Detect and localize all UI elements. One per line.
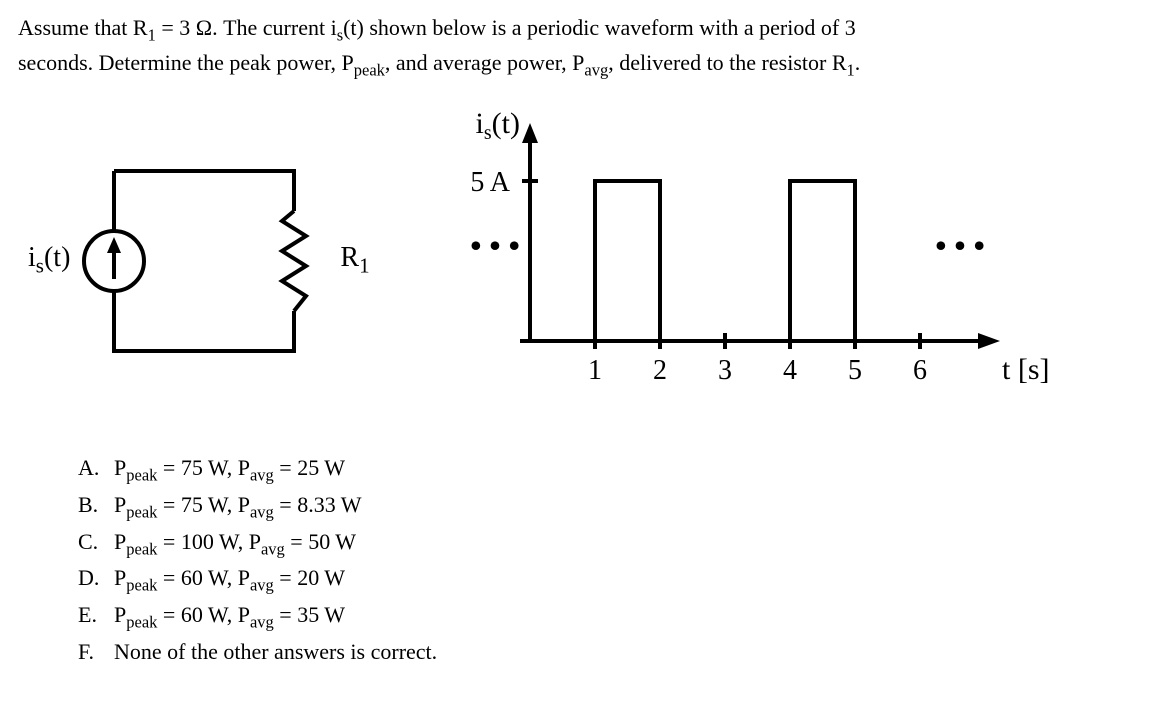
text: 1 [359,254,370,278]
text: , [227,492,238,517]
svg-text:6: 6 [913,355,927,386]
text: s [36,254,44,278]
answer-letter: D. [78,561,114,598]
text: 75 W [181,492,227,517]
text: R [340,242,359,273]
text: (t) shown below is a periodic waveform w… [343,15,856,40]
answer-e: E. Ppeak = 60 W, Pavg = 35 W [78,598,1147,635]
answer-letter: A. [78,451,114,488]
text: P [249,529,261,554]
svg-text:1: 1 [588,355,602,386]
answer-text: Ppeak = 60 W, Pavg = 20 W [114,561,345,598]
svg-text:is(t): is(t) [475,111,519,144]
text: peak [126,576,157,595]
svg-text:2: 2 [653,355,667,386]
text: 75 W [181,455,227,480]
text: peak [354,61,385,80]
answer-text: None of the other answers is correct. [114,635,437,669]
text: , [227,455,238,480]
text: (t) [44,242,70,273]
text: , and average power, P [385,50,584,75]
answer-b: B. Ppeak = 75 W, Pavg = 8.33 W [78,488,1147,525]
text: 1 [847,61,855,80]
text: = [157,492,180,517]
resistor-label: R1 [340,242,369,279]
answer-letter: B. [78,488,114,525]
answer-c: C. Ppeak = 100 W, Pavg = 50 W [78,525,1147,562]
text: = [157,455,180,480]
answer-text: Ppeak = 60 W, Pavg = 35 W [114,598,345,635]
text: = 3 Ω. The current i [156,15,337,40]
text: P [114,565,126,590]
text: P [114,455,126,480]
text: avg [250,576,274,595]
text: , [238,529,249,554]
text: avg [584,61,608,80]
text: 20 W [297,565,345,590]
answer-d: D. Ppeak = 60 W, Pavg = 20 W [78,561,1147,598]
problem-statement: Assume that R1 = 3 Ω. The current is(t) … [18,12,1147,83]
waveform-graph: is(t) 5 A • • • • • • 1 2 3 4 5 6 t [s] [430,111,1050,411]
svg-text:• • •: • • • [470,227,520,263]
answer-letter: F. [78,635,114,669]
text: P [238,565,250,590]
circuit-svg [74,141,334,381]
text: P [114,529,126,554]
text: = [274,455,297,480]
text: i [28,242,36,273]
text: avg [250,613,274,632]
answer-letter: C. [78,525,114,562]
text: P [114,602,126,627]
text: 60 W [181,602,227,627]
svg-text:5 A: 5 A [470,167,510,198]
svg-text:t [s]: t [s] [1002,353,1050,386]
text: , delivered to the resistor R [608,50,846,75]
text: 8.33 W [297,492,361,517]
text: = [285,529,308,554]
text: peak [126,539,157,558]
answer-text: Ppeak = 75 W, Pavg = 25 W [114,451,345,488]
text: . [855,50,861,75]
text: 50 W [308,529,356,554]
answer-letter: E. [78,598,114,635]
answer-f: F. None of the other answers is correct. [78,635,1147,669]
text: = [274,565,297,590]
text: peak [126,465,157,484]
graph-svg: is(t) 5 A • • • • • • 1 2 3 4 5 6 t [s] [430,111,1050,411]
answer-choices: A. Ppeak = 75 W, Pavg = 25 W B. Ppeak = … [78,451,1147,670]
text: avg [250,465,274,484]
text: 25 W [297,455,345,480]
text: 100 W [181,529,238,554]
text: , [227,565,238,590]
answer-text: Ppeak = 75 W, Pavg = 8.33 W [114,488,362,525]
text: avg [261,539,285,558]
text: P [238,492,250,517]
diagram-row: is(t) R1 [28,111,1147,411]
source-label: is(t) [28,242,70,279]
text: = [274,602,297,627]
text: 60 W [181,565,227,590]
text: = [157,602,180,627]
text: 1 [148,25,156,44]
text: seconds. Determine the peak power, P [18,50,354,75]
text: P [238,455,250,480]
text: avg [250,502,274,521]
answer-a: A. Ppeak = 75 W, Pavg = 25 W [78,451,1147,488]
svg-text:5: 5 [848,355,862,386]
text: = [274,492,297,517]
text: Assume that R [18,15,148,40]
text: peak [126,613,157,632]
answer-text: Ppeak = 100 W, Pavg = 50 W [114,525,356,562]
text: 35 W [297,602,345,627]
text: = [157,529,180,554]
circuit-diagram: is(t) R1 [28,141,370,381]
text: P [238,602,250,627]
text: = [157,565,180,590]
svg-text:4: 4 [783,355,797,386]
text: , [227,602,238,627]
svg-text:• • •: • • • [935,227,985,263]
text: P [114,492,126,517]
svg-text:3: 3 [718,355,732,386]
text: peak [126,502,157,521]
